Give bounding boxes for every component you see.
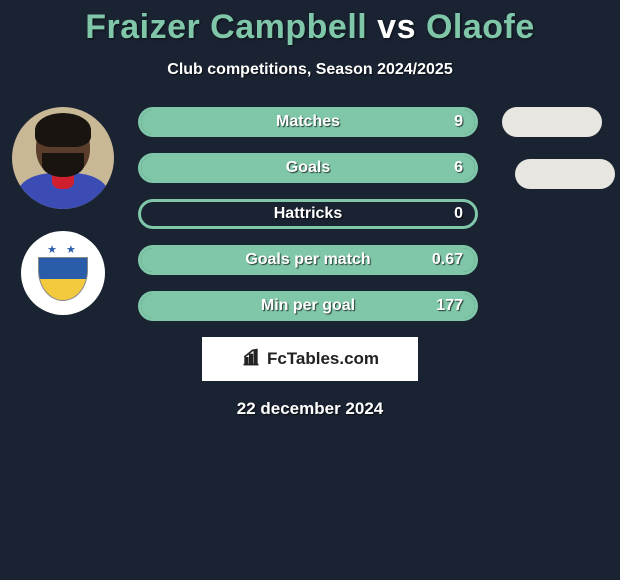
stat-row-label: Matches	[141, 110, 475, 134]
stat-row-value: 6	[454, 156, 463, 180]
stat-row-value: 9	[454, 110, 463, 134]
player1-name: Fraizer Campbell	[85, 8, 367, 46]
stat-row-label: Goals	[141, 156, 475, 180]
crest-shield-icon	[38, 257, 88, 301]
side-pill-bottom	[515, 159, 615, 189]
avatar-beard-shape	[42, 153, 84, 177]
stat-row-label: Min per goal	[141, 294, 475, 318]
player-avatar	[12, 107, 114, 209]
stat-row-value: 177	[436, 294, 463, 318]
stat-row-label: Goals per match	[141, 248, 475, 272]
player2-name: Olaofe	[426, 8, 535, 46]
stat-row: Goals per match0.67	[138, 245, 478, 275]
stat-row-value: 0.67	[432, 248, 463, 272]
stat-row: Goals6	[138, 153, 478, 183]
date-text: 22 december 2024	[0, 399, 620, 419]
stat-row: Min per goal177	[138, 291, 478, 321]
stat-row-value: 0	[454, 202, 463, 226]
crest-inner: ★ ★ ★	[38, 245, 88, 301]
avatar-hair-shape	[35, 113, 91, 147]
comparison-title: Fraizer Campbell vs Olaofe	[0, 0, 620, 47]
left-column: ★ ★ ★	[8, 107, 118, 315]
club-crest: ★ ★ ★	[21, 231, 105, 315]
watermark: FcTables.com	[202, 337, 418, 381]
stat-row-label: Hattricks	[141, 202, 475, 226]
vs-separator: vs	[377, 8, 416, 46]
watermark-text: FcTables.com	[267, 349, 379, 369]
competition-subtitle: Club competitions, Season 2024/2025	[0, 61, 620, 79]
stat-rows: Matches9Goals6Hattricks0Goals per match0…	[138, 107, 608, 321]
stat-row: Matches9	[138, 107, 478, 137]
stats-content: ★ ★ ★ Matches9 Goals6 Hattricks0 Goals per …	[0, 107, 620, 321]
side-pill-top	[502, 107, 602, 137]
stat-row: Hattricks0	[138, 199, 478, 229]
bar-chart-icon	[241, 347, 261, 372]
